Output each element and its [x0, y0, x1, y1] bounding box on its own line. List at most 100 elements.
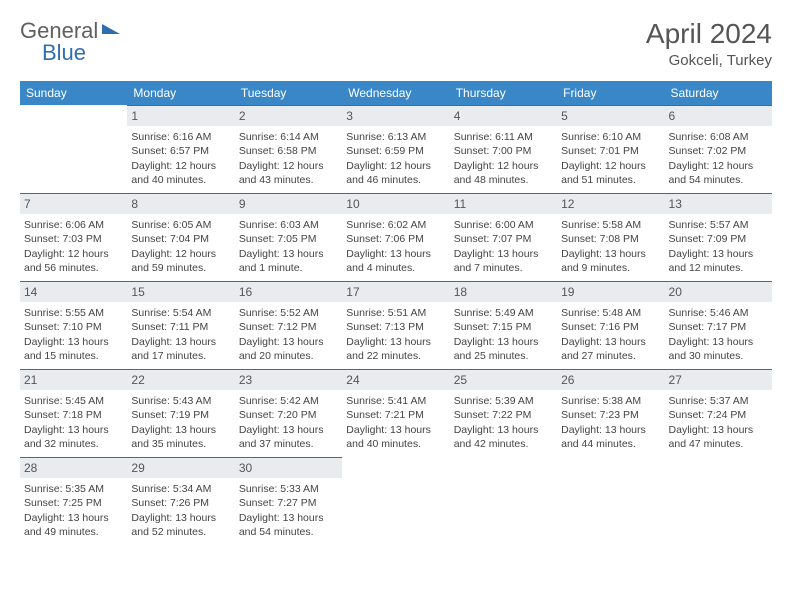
- calendar-cell: 23Sunrise: 5:42 AMSunset: 7:20 PMDayligh…: [235, 369, 342, 457]
- calendar-cell: 4Sunrise: 6:11 AMSunset: 7:00 PMDaylight…: [450, 105, 557, 193]
- sunrise-line: Sunrise: 5:38 AM: [561, 394, 660, 408]
- sunset-line: Sunset: 7:26 PM: [131, 496, 230, 510]
- calendar-cell: 1Sunrise: 6:16 AMSunset: 6:57 PMDaylight…: [127, 105, 234, 193]
- day-number: 9: [235, 193, 342, 214]
- cell-content: Sunrise: 5:38 AMSunset: 7:23 PMDaylight:…: [557, 392, 664, 455]
- calendar-cell: 24Sunrise: 5:41 AMSunset: 7:21 PMDayligh…: [342, 369, 449, 457]
- calendar-cell: 17Sunrise: 5:51 AMSunset: 7:13 PMDayligh…: [342, 281, 449, 369]
- header: General April 2024 Gokceli, Turkey: [20, 18, 772, 69]
- sunrise-line: Sunrise: 5:52 AM: [239, 306, 338, 320]
- calendar-cell: 11Sunrise: 6:00 AMSunset: 7:07 PMDayligh…: [450, 193, 557, 281]
- day-number: 14: [20, 281, 127, 302]
- day-number: 7: [20, 193, 127, 214]
- calendar-row: 28Sunrise: 5:35 AMSunset: 7:25 PMDayligh…: [20, 457, 772, 545]
- sunrise-line: Sunrise: 5:55 AM: [24, 306, 123, 320]
- calendar-cell: 15Sunrise: 5:54 AMSunset: 7:11 PMDayligh…: [127, 281, 234, 369]
- day-number: 20: [665, 281, 772, 302]
- month-title: April 2024: [646, 18, 772, 50]
- sunrise-line: Sunrise: 5:46 AM: [669, 306, 768, 320]
- day-header: Thursday: [450, 81, 557, 105]
- sunset-line: Sunset: 7:03 PM: [24, 232, 123, 246]
- day-number: 12: [557, 193, 664, 214]
- calendar-cell: 21Sunrise: 5:45 AMSunset: 7:18 PMDayligh…: [20, 369, 127, 457]
- daylight-line: Daylight: 13 hours and 54 minutes.: [239, 511, 338, 539]
- daylight-line: Daylight: 13 hours and 40 minutes.: [346, 423, 445, 451]
- daylight-line: Daylight: 12 hours and 54 minutes.: [669, 159, 768, 187]
- day-number: 21: [20, 369, 127, 390]
- day-number: 5: [557, 105, 664, 126]
- cell-content: Sunrise: 5:45 AMSunset: 7:18 PMDaylight:…: [20, 392, 127, 455]
- sunrise-line: Sunrise: 6:06 AM: [24, 218, 123, 232]
- sunset-line: Sunset: 7:23 PM: [561, 408, 660, 422]
- sunrise-line: Sunrise: 6:02 AM: [346, 218, 445, 232]
- day-header: Saturday: [665, 81, 772, 105]
- daylight-line: Daylight: 12 hours and 59 minutes.: [131, 247, 230, 275]
- title-block: April 2024 Gokceli, Turkey: [646, 18, 772, 69]
- day-number: 26: [557, 369, 664, 390]
- cell-content: Sunrise: 6:13 AMSunset: 6:59 PMDaylight:…: [342, 128, 449, 191]
- cell-content: Sunrise: 5:46 AMSunset: 7:17 PMDaylight:…: [665, 304, 772, 367]
- brand-part2: Blue: [42, 40, 86, 66]
- sunrise-line: Sunrise: 5:58 AM: [561, 218, 660, 232]
- daylight-line: Daylight: 12 hours and 40 minutes.: [131, 159, 230, 187]
- day-number: 10: [342, 193, 449, 214]
- daylight-line: Daylight: 13 hours and 1 minute.: [239, 247, 338, 275]
- sunrise-line: Sunrise: 6:05 AM: [131, 218, 230, 232]
- daylight-line: Daylight: 12 hours and 56 minutes.: [24, 247, 123, 275]
- daylight-line: Daylight: 13 hours and 22 minutes.: [346, 335, 445, 363]
- calendar-cell: 22Sunrise: 5:43 AMSunset: 7:19 PMDayligh…: [127, 369, 234, 457]
- cell-content: Sunrise: 5:41 AMSunset: 7:21 PMDaylight:…: [342, 392, 449, 455]
- sunrise-line: Sunrise: 5:42 AM: [239, 394, 338, 408]
- sunrise-line: Sunrise: 5:54 AM: [131, 306, 230, 320]
- sunset-line: Sunset: 7:00 PM: [454, 144, 553, 158]
- sunset-line: Sunset: 7:27 PM: [239, 496, 338, 510]
- day-number: 13: [665, 193, 772, 214]
- sunset-line: Sunset: 7:07 PM: [454, 232, 553, 246]
- sunset-line: Sunset: 7:15 PM: [454, 320, 553, 334]
- calendar-cell: 28Sunrise: 5:35 AMSunset: 7:25 PMDayligh…: [20, 457, 127, 545]
- sunrise-line: Sunrise: 6:00 AM: [454, 218, 553, 232]
- location-label: Gokceli, Turkey: [646, 52, 772, 69]
- sunset-line: Sunset: 6:59 PM: [346, 144, 445, 158]
- calendar-cell: 18Sunrise: 5:49 AMSunset: 7:15 PMDayligh…: [450, 281, 557, 369]
- sunset-line: Sunset: 7:01 PM: [561, 144, 660, 158]
- day-number: 28: [20, 457, 127, 478]
- calendar-cell: 20Sunrise: 5:46 AMSunset: 7:17 PMDayligh…: [665, 281, 772, 369]
- calendar-cell: 10Sunrise: 6:02 AMSunset: 7:06 PMDayligh…: [342, 193, 449, 281]
- cell-content: Sunrise: 6:00 AMSunset: 7:07 PMDaylight:…: [450, 216, 557, 279]
- sunset-line: Sunset: 7:06 PM: [346, 232, 445, 246]
- calendar-row: 14 Sunrise: 5:55 AMSunset: 7:10 PM Dayligh…: [20, 281, 772, 369]
- daylight-line: Daylight: 12 hours and 51 minutes.: [561, 159, 660, 187]
- sunrise-line: Sunrise: 5:37 AM: [669, 394, 768, 408]
- sunset-line: Sunset: 7:17 PM: [669, 320, 768, 334]
- sunset-line: Sunset: 7:10 PM: [24, 320, 123, 334]
- cell-content: Sunrise: 6:16 AMSunset: 6:57 PMDaylight:…: [127, 128, 234, 191]
- day-header: Friday: [557, 81, 664, 105]
- cell-content: Sunrise: 6:02 AMSunset: 7:06 PMDaylight:…: [342, 216, 449, 279]
- calendar-cell: [450, 457, 557, 545]
- cell-content: Sunrise: 6:10 AMSunset: 7:01 PMDaylight:…: [557, 128, 664, 191]
- daylight-line: Daylight: 13 hours and 27 minutes.: [561, 335, 660, 363]
- calendar-cell: 25Sunrise: 5:39 AMSunset: 7:22 PMDayligh…: [450, 369, 557, 457]
- day-header: Tuesday: [235, 81, 342, 105]
- daylight-line: Daylight: 13 hours and 52 minutes.: [131, 511, 230, 539]
- daylight-line: Daylight: 13 hours and 12 minutes.: [669, 247, 768, 275]
- sunset-line: Sunset: 6:58 PM: [239, 144, 338, 158]
- cell-content: Sunrise: 5:51 AMSunset: 7:13 PMDaylight:…: [342, 304, 449, 367]
- sunset-line: Sunset: 7:20 PM: [239, 408, 338, 422]
- sunrise-line: Sunrise: 6:10 AM: [561, 130, 660, 144]
- daylight-line: Daylight: 13 hours and 35 minutes.: [131, 423, 230, 451]
- day-number: 15: [127, 281, 234, 302]
- daylight-line: Daylight: 13 hours and 44 minutes.: [561, 423, 660, 451]
- calendar-head: SundayMondayTuesdayWednesdayThursdayFrid…: [20, 81, 772, 105]
- sunrise-line: Sunrise: 5:35 AM: [24, 482, 123, 496]
- sunset-line: Sunset: 7:18 PM: [24, 408, 123, 422]
- sunset-line: Sunset: 7:04 PM: [131, 232, 230, 246]
- sunrise-line: Sunrise: 5:49 AM: [454, 306, 553, 320]
- sunrise-line: Sunrise: 6:08 AM: [669, 130, 768, 144]
- calendar-cell: 13Sunrise: 5:57 AMSunset: 7:09 PMDayligh…: [665, 193, 772, 281]
- calendar-cell: 6Sunrise: 6:08 AMSunset: 7:02 PMDaylight…: [665, 105, 772, 193]
- sunrise-line: Sunrise: 5:48 AM: [561, 306, 660, 320]
- daylight-line: Daylight: 13 hours and 42 minutes.: [454, 423, 553, 451]
- cell-content: Sunrise: 5:43 AMSunset: 7:19 PMDaylight:…: [127, 392, 234, 455]
